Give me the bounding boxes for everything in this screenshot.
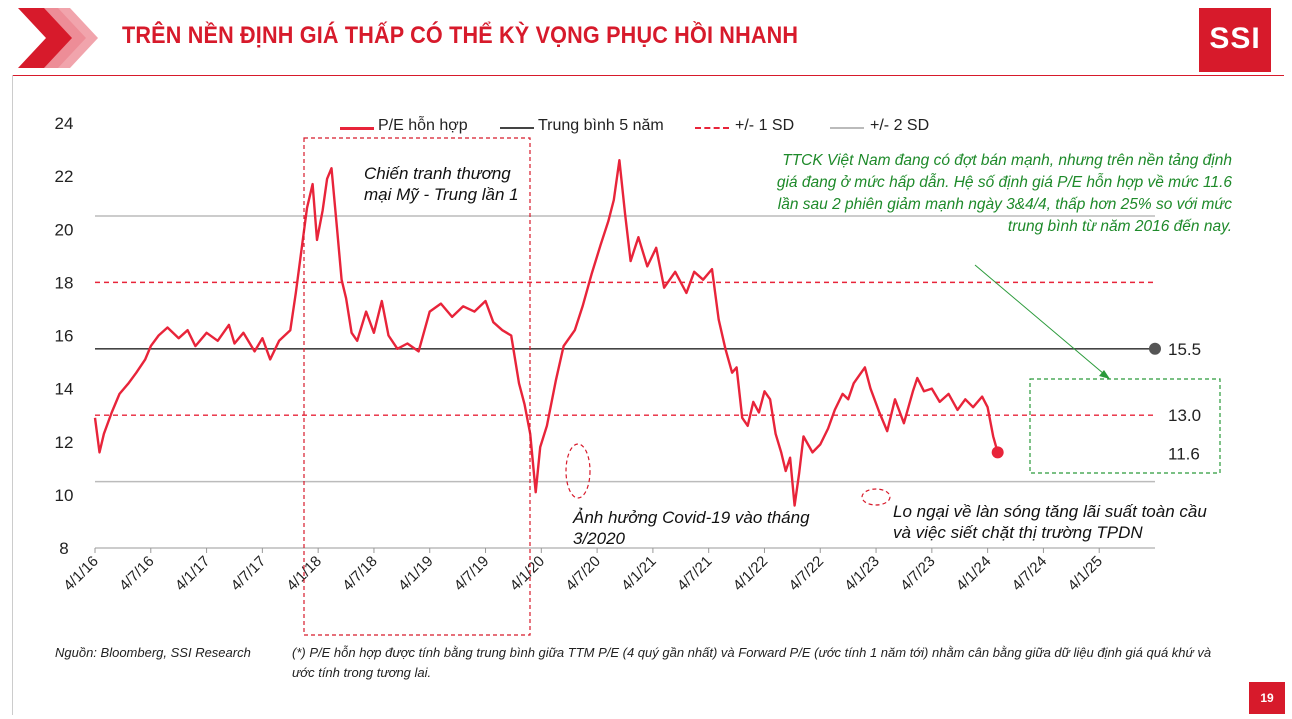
pe-last-point — [991, 446, 1004, 459]
y-tick-label: 22 — [55, 167, 74, 186]
pe-series-line — [93, 159, 999, 507]
recent-highlight-box — [1029, 378, 1221, 474]
x-tick-label: 4/7/24 — [1009, 553, 1051, 595]
source-note: Nguồn: Bloomberg, SSI Research — [55, 645, 251, 660]
x-tick-label: 4/1/16 — [60, 553, 102, 595]
page-title: TRÊN NỀN ĐỊNH GIÁ THẤP CÓ THỂ KỲ VỌNG PH… — [122, 22, 799, 49]
brand-logo: SSI — [1199, 8, 1271, 72]
x-tick-label: 4/7/23 — [897, 553, 939, 595]
x-tick-label: 4/1/24 — [953, 553, 995, 595]
header: TRÊN NỀN ĐỊNH GIÁ THẤP CÓ THỂ KỲ VỌNG PH… — [0, 0, 1292, 76]
x-tick-label: 4/7/16 — [116, 553, 158, 595]
page-number: 19 — [1249, 682, 1285, 714]
green-arrow-line — [974, 264, 1105, 375]
mean-end-dot — [1149, 342, 1161, 355]
x-tick-label: 4/1/22 — [730, 553, 772, 595]
legend-swatch-mean — [500, 127, 534, 129]
annotation-trade-war: Chiến tranh thương mại Mỹ - Trung lần 1 — [364, 163, 519, 205]
annotation-rates: Lo ngại về làn sóng tăng lãi suất toàn c… — [893, 501, 1207, 543]
y-tick-label: 14 — [55, 380, 74, 399]
reference-line-label: 13.0 — [1168, 406, 1201, 425]
y-tick-label: 18 — [55, 273, 74, 292]
header-rule — [12, 75, 1284, 76]
legend-swatch-sd2 — [830, 127, 864, 129]
footnote: (*) P/E hỗn hợp được tính bằng trung bìn… — [292, 645, 1212, 680]
brand-logo-text: SSI — [1209, 22, 1261, 55]
trade-war-highlight-box — [303, 137, 531, 636]
green-commentary: TTCK Việt Nam đang có đợt bán mạnh, nhưn… — [776, 152, 1232, 235]
x-tick-label: 4/1/17 — [172, 553, 214, 595]
annotation-trade-war-line1: Chiến tranh thương — [364, 164, 511, 183]
y-tick-label: 16 — [55, 327, 74, 346]
x-tick-label: 4/1/21 — [618, 553, 660, 595]
x-tick-label: 4/1/20 — [507, 553, 549, 595]
y-tick-label: 10 — [55, 486, 74, 505]
y-tick-label: 12 — [55, 433, 74, 452]
annotation-covid: Ảnh hưởng Covid-19 vào tháng 3/2020 — [573, 507, 810, 549]
legend-label-mean: Trung bình 5 năm — [538, 117, 664, 134]
annotation-covid-line2: 3/2020 — [573, 529, 625, 548]
x-tick-label: 4/7/17 — [228, 553, 270, 595]
legend-swatch-pe — [340, 127, 374, 130]
x-tick-label: 4/7/21 — [674, 553, 716, 595]
legend-label-pe: P/E hỗn hợp — [378, 117, 468, 134]
frame-left-border — [12, 75, 13, 715]
legend-swatch-sd1 — [695, 127, 729, 129]
x-tick-label: 4/1/25 — [1065, 553, 1107, 595]
x-tick-label: 4/1/23 — [841, 553, 883, 595]
legend-label-sd2: +/- 2 SD — [870, 117, 930, 134]
annotation-trade-war-line2: mại Mỹ - Trung lần 1 — [364, 185, 519, 204]
rates-highlight-ellipse — [861, 488, 891, 506]
pe-last-label: 11.6 — [1168, 444, 1200, 463]
y-tick-label: 8 — [59, 539, 68, 558]
reference-line-label: 15.5 — [1168, 340, 1201, 359]
chevron-logo-icon — [18, 8, 98, 68]
y-tick-label: 20 — [55, 220, 74, 239]
annotation-rates-line1: Lo ngại về làn sóng tăng lãi suất toàn c… — [893, 502, 1207, 521]
annotation-rates-line2: và việc siết chặt thị trường TPDN — [893, 523, 1143, 542]
x-tick-label: 4/7/20 — [562, 553, 604, 595]
covid-highlight-ellipse — [565, 443, 591, 499]
x-tick-label: 4/7/19 — [451, 553, 493, 595]
green-arrow-head — [1099, 370, 1110, 379]
annotation-covid-line1: Ảnh hưởng Covid-19 vào tháng — [573, 508, 810, 527]
x-tick-label: 4/7/22 — [786, 553, 828, 595]
legend-label-sd1: +/- 1 SD — [735, 117, 795, 134]
y-tick-label: 24 — [55, 114, 74, 133]
x-tick-label: 4/1/19 — [395, 553, 437, 595]
x-tick-label: 4/7/18 — [339, 553, 381, 595]
